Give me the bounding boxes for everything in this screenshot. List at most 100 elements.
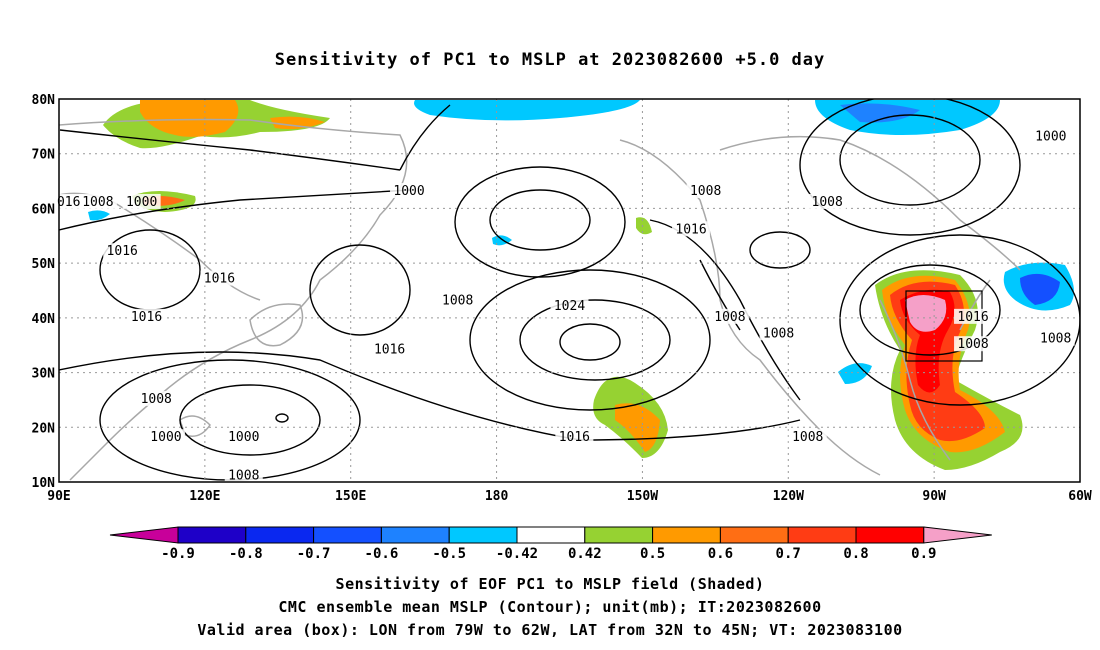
caption-valid-area: Valid area (box): LON from 79W to 62W, L… bbox=[197, 621, 903, 639]
lat-label: 50N bbox=[32, 257, 56, 272]
colorbar-box bbox=[380, 526, 450, 544]
colorbar-tick-label: 0.5 bbox=[640, 546, 665, 562]
contour-label-bg bbox=[438, 292, 477, 308]
lat-label: 10N bbox=[32, 476, 56, 491]
contour-label-bg bbox=[954, 336, 993, 352]
contour-label: 1000 bbox=[1035, 129, 1066, 144]
contour-label-bg bbox=[146, 429, 185, 445]
lon-label: 90W bbox=[922, 489, 946, 504]
lat-label: 70N bbox=[32, 148, 56, 163]
contour-label: 1016 bbox=[957, 310, 988, 325]
lat-label: 80N bbox=[32, 93, 56, 108]
contour-label-bg bbox=[370, 341, 409, 357]
colorbar-tick-label: -0.6 bbox=[365, 546, 399, 562]
lat-label: 40N bbox=[32, 312, 56, 327]
contour-label-bg bbox=[224, 429, 263, 445]
contour-label-bg bbox=[78, 193, 117, 209]
contour-label: 1016 bbox=[374, 343, 405, 358]
lon-label: 120E bbox=[189, 489, 220, 504]
colorbar-tick-label: 0.6 bbox=[708, 546, 733, 562]
shade-orange-small bbox=[270, 116, 325, 130]
colorbar-tick-label: -0.9 bbox=[161, 546, 195, 562]
shade-negative-small bbox=[88, 210, 110, 221]
contour-label: 1000 bbox=[228, 430, 259, 445]
contour-label-bg bbox=[127, 308, 166, 324]
contour-label: 1016 bbox=[131, 310, 162, 325]
contour-label: 1008 bbox=[763, 326, 794, 341]
contour-label-bg bbox=[137, 390, 176, 406]
lat-label: 20N bbox=[32, 421, 56, 436]
figure-title: Sensitivity of PC1 to MSLP at 2023082600… bbox=[274, 50, 826, 70]
colorbar-box bbox=[313, 526, 382, 544]
contour-label: 1008 bbox=[714, 310, 745, 325]
shade-orange-pacific bbox=[615, 403, 660, 452]
colorbar-box bbox=[448, 526, 518, 544]
contour-label: 1016 bbox=[559, 430, 590, 445]
shade-negative-atlantic-core bbox=[1020, 273, 1060, 305]
lon-label: 180 bbox=[485, 489, 509, 504]
contour-label-bg bbox=[550, 297, 589, 313]
contour-label-bg bbox=[555, 429, 594, 445]
shade-pink-eastus bbox=[905, 295, 947, 332]
shade-negative-arctic-core bbox=[840, 103, 920, 123]
lon-label: 150E bbox=[335, 489, 366, 504]
colorbar-tick-label: -0.8 bbox=[229, 546, 263, 562]
contour-label-bg bbox=[53, 193, 84, 209]
contour-label-bg bbox=[1036, 330, 1075, 346]
colorbar-tick-label: -0.42 bbox=[496, 546, 538, 562]
contour-label: 1000 bbox=[393, 184, 424, 199]
map-frame bbox=[58, 98, 1081, 483]
contour-label-bg bbox=[808, 193, 847, 209]
contour-label-bg bbox=[122, 193, 161, 209]
shade-positive-small bbox=[636, 217, 652, 235]
contour-label: 1016 bbox=[204, 272, 235, 287]
colorbar-tick-label: 0.8 bbox=[843, 546, 868, 562]
contour-label-bg bbox=[686, 183, 725, 199]
colorbar-tick-label: -0.5 bbox=[432, 546, 466, 562]
contour-label-bg bbox=[759, 325, 798, 341]
lon-axis-labels: 90E 120E 150E 180 150W 120W 90W 60W bbox=[47, 489, 1092, 504]
contour-label: 1008 bbox=[1040, 332, 1071, 347]
contour-label: 1000 bbox=[126, 195, 157, 210]
contour-label: 1008 bbox=[957, 337, 988, 352]
lon-label: 120W bbox=[773, 489, 804, 504]
colorbar-box bbox=[516, 526, 586, 544]
contour-label-bg bbox=[103, 243, 142, 259]
contour-label-bg bbox=[390, 183, 429, 199]
colorbar-tick-label: 0.42 bbox=[568, 546, 602, 562]
caption-shaded: Sensitivity of EOF PC1 to MSLP field (Sh… bbox=[335, 575, 765, 593]
colorbar-box bbox=[245, 526, 315, 544]
colorbar-tick-label: 0.9 bbox=[911, 546, 936, 562]
contour-label-bg bbox=[710, 308, 749, 324]
contour-label-bg bbox=[200, 270, 239, 286]
contour-label: 1016 bbox=[675, 222, 706, 237]
contour-label: 1008 bbox=[82, 195, 113, 210]
caption-contour: CMC ensemble mean MSLP (Contour); unit(m… bbox=[278, 598, 822, 616]
lon-label: 90E bbox=[47, 489, 70, 504]
colorbar-box bbox=[719, 526, 789, 544]
shade-negative-gulf bbox=[838, 363, 872, 384]
contour-label-bg bbox=[672, 221, 711, 237]
contour-label: 1008 bbox=[228, 469, 259, 484]
contour-label: 016 bbox=[57, 195, 80, 210]
colorbar-box bbox=[584, 526, 654, 544]
colorbar-box bbox=[855, 526, 925, 544]
colorbar bbox=[109, 526, 992, 544]
contour-label-bg bbox=[954, 308, 993, 324]
lon-label: 60W bbox=[1068, 489, 1092, 504]
contour-label: 1008 bbox=[792, 430, 823, 445]
contour-label: 1024 bbox=[554, 299, 585, 314]
valid-area-box bbox=[905, 290, 983, 362]
contour-label: 1016 bbox=[107, 244, 138, 259]
colorbar-box bbox=[787, 526, 857, 544]
contour-label: 1008 bbox=[442, 293, 473, 308]
contour-label-bg bbox=[788, 429, 827, 445]
contour-label: 1008 bbox=[141, 392, 172, 407]
lat-label: 60N bbox=[32, 202, 56, 217]
colorbar-high-end bbox=[923, 526, 992, 544]
lat-axis-labels: 80N 70N 60N 50N 40N 30N 20N 10N bbox=[32, 93, 56, 491]
contour-label: 1008 bbox=[690, 184, 721, 199]
shade-orange-siberia bbox=[140, 100, 239, 137]
